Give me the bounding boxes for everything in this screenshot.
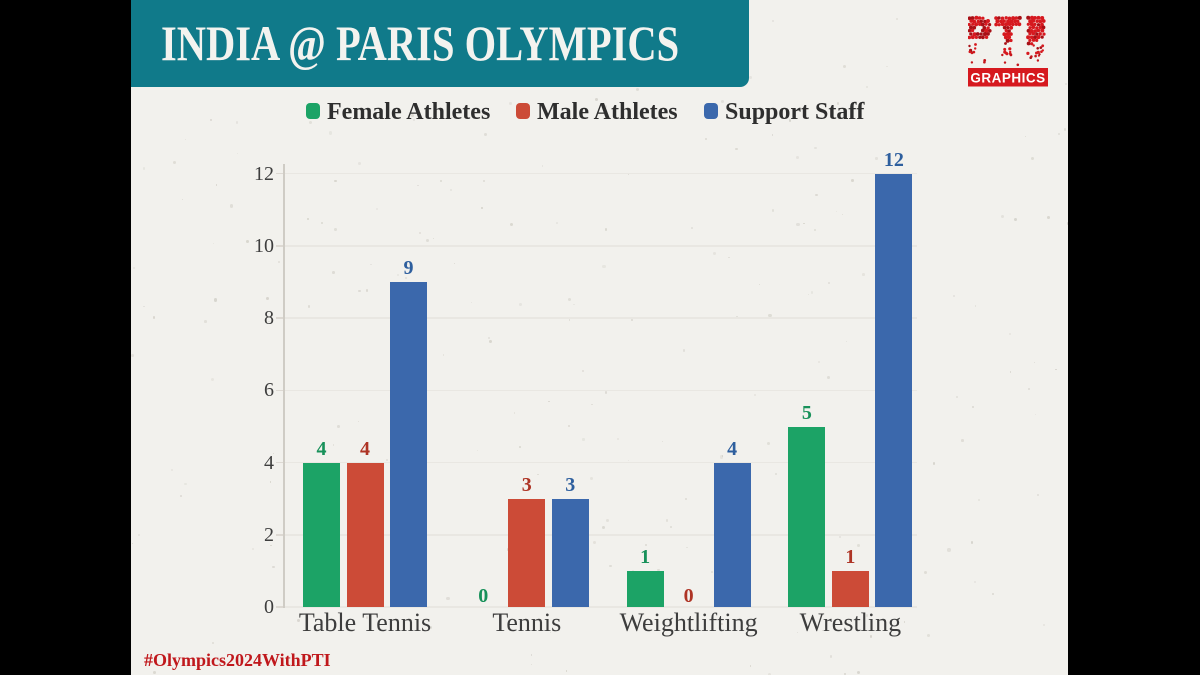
svg-text:GRAPHICS: GRAPHICS [970, 71, 1045, 86]
